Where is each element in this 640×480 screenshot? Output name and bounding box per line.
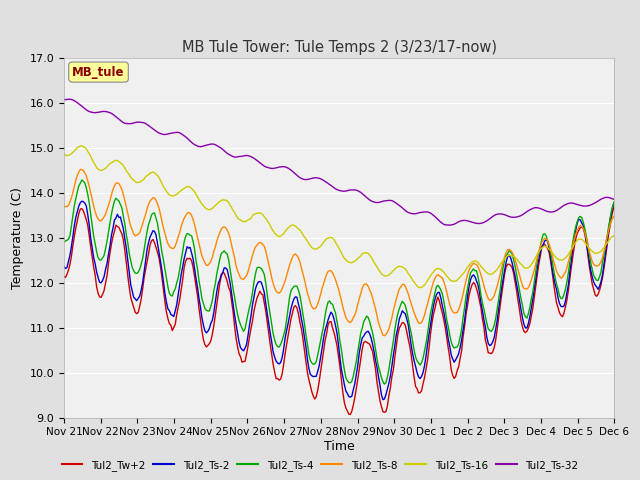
Tul2_Tw+2 <box>60 274 68 279</box>
Tul2_Tw+2 <box>465 293 473 299</box>
Tul2_Ts-2 <box>152 232 160 238</box>
Line: Tul2_Ts-32: Tul2_Ts-32 <box>64 99 614 225</box>
Tul2_Ts-32 <box>602 194 609 200</box>
Tul2_Ts-4 <box>381 381 388 387</box>
Tul2_Ts-16 <box>602 242 609 248</box>
Tul2_Ts-16 <box>78 143 86 149</box>
Tul2_Ts-8 <box>131 233 139 239</box>
Line: Tul2_Ts-4: Tul2_Ts-4 <box>64 180 614 384</box>
Tul2_Ts-2 <box>60 264 68 270</box>
Tul2_Ts-8 <box>611 213 618 219</box>
Tul2_Ts-4 <box>131 270 139 276</box>
Tul2_Ts-2 <box>611 199 618 205</box>
Tul2_Ts-4 <box>467 270 474 276</box>
Tul2_Ts-4 <box>78 177 86 183</box>
Tul2_Tw+2 <box>346 412 354 418</box>
Title: MB Tule Tower: Tule Temps 2 (3/23/17-now): MB Tule Tower: Tule Temps 2 (3/23/17-now… <box>182 40 497 55</box>
Tul2_Ts-32 <box>131 120 139 125</box>
Tul2_Ts-8 <box>76 167 84 172</box>
Tul2_Ts-32 <box>611 196 618 202</box>
Tul2_Ts-2 <box>247 313 255 319</box>
Tul2_Ts-16 <box>131 179 139 184</box>
Tul2_Ts-16 <box>342 257 349 263</box>
Tul2_Ts-8 <box>602 242 609 248</box>
Tul2_Ts-32 <box>247 154 255 159</box>
Tul2_Ts-2 <box>379 397 387 403</box>
X-axis label: Time: Time <box>324 440 355 453</box>
Line: Tul2_Ts-16: Tul2_Ts-16 <box>64 146 614 288</box>
Tul2_Ts-8 <box>381 333 388 338</box>
Tul2_Ts-32 <box>342 188 349 194</box>
Tul2_Ts-2 <box>78 198 86 204</box>
Tul2_Ts-16 <box>416 285 424 290</box>
Tul2_Tw+2 <box>130 304 138 310</box>
Tul2_Tw+2 <box>246 334 253 340</box>
Y-axis label: Temperature (C): Temperature (C) <box>11 187 24 288</box>
Line: Tul2_Tw+2: Tul2_Tw+2 <box>64 205 614 415</box>
Tul2_Tw+2 <box>611 203 618 208</box>
Tul2_Ts-8 <box>342 315 349 321</box>
Tul2_Ts-4 <box>152 215 160 221</box>
Tul2_Tw+2 <box>340 400 348 406</box>
Tul2_Ts-8 <box>247 258 255 264</box>
Tul2_Ts-16 <box>611 233 618 239</box>
Tul2_Ts-8 <box>60 203 68 209</box>
Text: MB_tule: MB_tule <box>72 66 125 79</box>
Tul2_Ts-4 <box>247 299 255 305</box>
Line: Tul2_Ts-2: Tul2_Ts-2 <box>64 201 614 400</box>
Tul2_Ts-16 <box>152 171 160 177</box>
Tul2_Ts-8 <box>152 197 160 203</box>
Tul2_Ts-32 <box>60 97 68 103</box>
Tul2_Ts-4 <box>611 199 618 204</box>
Line: Tul2_Ts-8: Tul2_Ts-8 <box>64 169 614 336</box>
Tul2_Ts-4 <box>60 239 68 245</box>
Tul2_Tw+2 <box>150 240 158 246</box>
Legend: Tul2_Tw+2, Tul2_Ts-2, Tul2_Ts-4, Tul2_Ts-8, Tul2_Ts-16, Tul2_Ts-32: Tul2_Tw+2, Tul2_Ts-2, Tul2_Ts-4, Tul2_Ts… <box>58 456 582 475</box>
Tul2_Ts-16 <box>467 261 474 266</box>
Tul2_Ts-16 <box>60 152 68 157</box>
Tul2_Ts-2 <box>131 296 139 302</box>
Tul2_Ts-2 <box>467 277 474 283</box>
Tul2_Tw+2 <box>600 265 608 271</box>
Tul2_Ts-32 <box>152 128 160 134</box>
Tul2_Ts-4 <box>602 242 609 248</box>
Tul2_Ts-2 <box>342 388 349 394</box>
Tul2_Ts-2 <box>602 251 609 256</box>
Tul2_Ts-32 <box>467 219 474 225</box>
Tul2_Ts-32 <box>446 222 454 228</box>
Tul2_Ts-16 <box>247 216 255 221</box>
Tul2_Ts-4 <box>342 375 349 381</box>
Tul2_Ts-32 <box>66 96 74 102</box>
Tul2_Ts-8 <box>467 264 474 270</box>
